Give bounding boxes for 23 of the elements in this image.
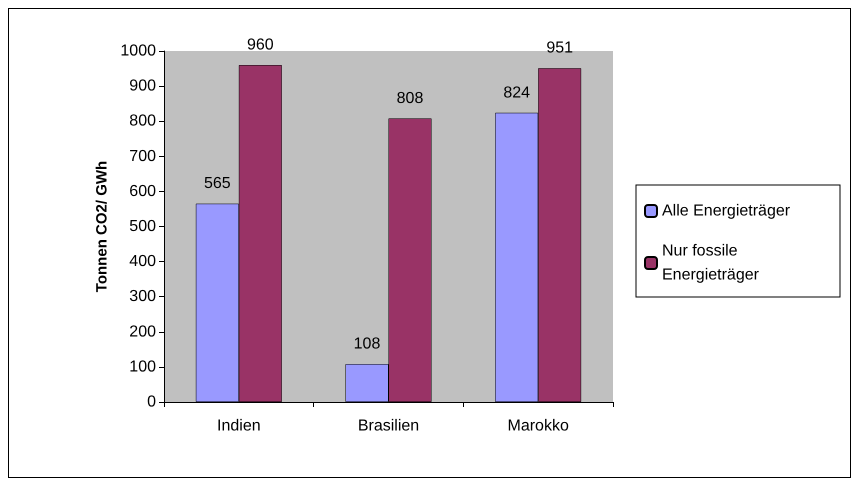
x-tick-label: Marokko [507, 418, 569, 434]
y-tick-label: 200 [129, 323, 156, 340]
y-axis-title: Tonnen CO2/ GWh [94, 160, 111, 292]
y-tick-label: 500 [129, 218, 156, 235]
data-label: 808 [396, 90, 424, 107]
y-tick-label: 0 [147, 394, 156, 410]
data-label: 824 [503, 84, 530, 102]
y-tick-label: 400 [129, 253, 156, 270]
legend-label: Alle Energieträger [662, 202, 791, 220]
data-label: 108 [354, 336, 380, 353]
data-label: 951 [546, 40, 574, 57]
x-tick-label: Indien [217, 418, 261, 434]
data-label: 960 [246, 36, 274, 54]
y-tick-label: 900 [129, 78, 156, 95]
x-tick-label: Brasilien [358, 418, 420, 434]
y-tick-label: 600 [129, 182, 156, 200]
legend-label: Nur fossile Energieträger [662, 242, 760, 284]
y-tick-label: 100 [129, 358, 156, 376]
y-tick-label: 1000 [120, 42, 156, 60]
y-tick-label: 300 [129, 288, 156, 306]
y-tick-label: 700 [129, 148, 156, 165]
data-label: 565 [204, 175, 231, 192]
y-tick-label: 800 [129, 112, 156, 130]
